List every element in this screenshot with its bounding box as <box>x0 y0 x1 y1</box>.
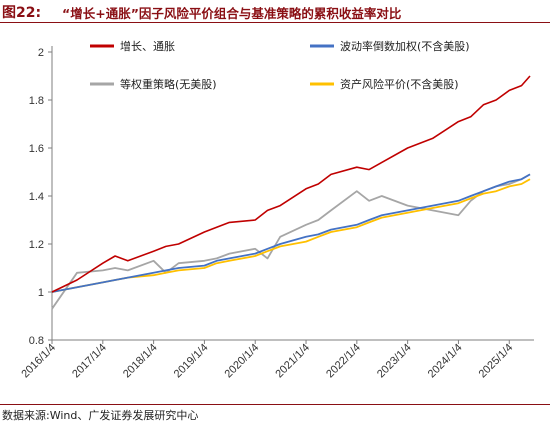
bottom-rule <box>0 404 550 405</box>
source-note: 数据来源:Wind、广发证券发展研究中心 <box>2 409 199 422</box>
x-tick-label: 2024/1/4 <box>426 342 465 381</box>
title-bar: 图22: “增长+通胀”因子风险平价组合与基准策略的累积收益率对比 <box>0 0 550 23</box>
series-line-1 <box>51 173 531 293</box>
legend-label: 波动率倒数加权(不含美股) <box>340 39 470 53</box>
y-tick-label: 1.4 <box>29 191 44 203</box>
figure-label: 图22: <box>2 5 42 21</box>
x-tick-label: 2020/1/4 <box>223 342 262 381</box>
figure-title: “增长+通胀”因子风险平价组合与基准策略的累积收益率对比 <box>62 6 402 21</box>
series-line-3 <box>51 178 531 293</box>
y-tick-label: 1.6 <box>29 143 44 155</box>
y-tick-label: 0.8 <box>29 335 44 347</box>
x-tick-label: 2016/1/4 <box>19 342 58 381</box>
y-tick-label: 1.8 <box>29 95 44 107</box>
axes: 0.8 1 1.2 1.4 1.6 1.8 2 2016/1/4 2017/1/4 2018/1/… <box>19 46 534 380</box>
x-tick-label: 2025/1/4 <box>477 342 516 381</box>
series-lines <box>51 75 531 310</box>
legend-label: 资产风险平价(不含美股) <box>340 77 459 91</box>
x-tick-label: 2018/1/4 <box>121 342 160 381</box>
x-tick-label: 2022/1/4 <box>324 342 363 381</box>
legend-label: 增长、通胀 <box>120 39 175 53</box>
legend: 增长、通胀 波动率倒数加权(不含美股) 等权重策略(无美股) 资产风险平价(不含美股) <box>90 39 470 91</box>
line-chart: 0.8 1 1.2 1.4 1.6 1.8 2 2016/1/4 2017/1/4 2018/1/… <box>19 39 534 380</box>
y-tick-label: 1.2 <box>29 239 44 251</box>
series-line-0 <box>51 75 531 293</box>
x-tick-label: 2017/1/4 <box>70 342 109 381</box>
x-tick-label: 2023/1/4 <box>375 342 414 381</box>
y-tick-label: 1 <box>38 287 44 299</box>
x-tick-label: 2021/1/4 <box>273 342 312 381</box>
y-tick-label: 2 <box>38 47 44 59</box>
legend-label: 等权重策略(无美股) <box>120 77 217 91</box>
x-tick-label: 2019/1/4 <box>172 342 211 381</box>
